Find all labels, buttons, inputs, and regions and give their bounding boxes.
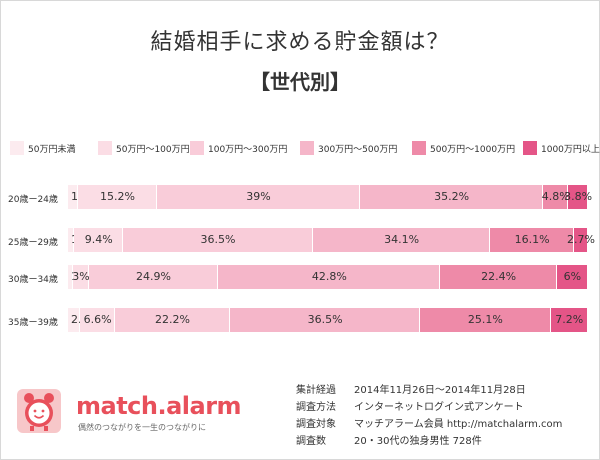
bar-segment xyxy=(68,265,74,289)
survey-info-row: 調査方法 インターネットログイン式アンケート xyxy=(296,397,596,414)
survey-info-value: インターネットログイン式アンケート xyxy=(354,402,524,413)
survey-info-key: 調査数 xyxy=(296,436,326,447)
legend-item: 1000万円以上 xyxy=(523,140,600,156)
data-label: 9.4% xyxy=(84,233,113,246)
bar-segment xyxy=(556,265,588,289)
brand-logo: match.alarm 偶然のつながりを一生のつながりに xyxy=(16,386,242,446)
alarm-clock-icon xyxy=(17,389,61,433)
data-label: 6% xyxy=(563,270,582,283)
bar-segment xyxy=(73,265,89,289)
legend-swatch xyxy=(300,141,314,155)
bar-segment xyxy=(114,308,231,332)
data-label: 36.5% xyxy=(307,313,343,326)
bar-segment xyxy=(74,228,124,252)
data-label: 15.2% xyxy=(99,190,135,203)
survey-info-key: 集計経過 xyxy=(296,385,336,396)
data-label: 22.2% xyxy=(155,313,190,326)
survey-info-row: 調査数 20・30代の独身男性 728件 xyxy=(296,431,596,448)
data-label: 25.1% xyxy=(467,313,503,326)
legend-item: 50万円〜100万円 xyxy=(98,140,190,156)
bar-segment xyxy=(568,185,588,209)
data-label: 3.8% xyxy=(564,190,593,203)
survey-info-key: 調査方法 xyxy=(296,402,336,413)
survey-info-row: 集計経過 2014年11月26日〜2014年11月28日 xyxy=(296,380,596,397)
bar-segment xyxy=(360,185,544,209)
legend-swatch xyxy=(98,141,112,155)
survey-info-value: マッチアラーム会員 http://matchalarm.com xyxy=(354,419,563,430)
data-label: 6.6% xyxy=(83,313,112,326)
survey-info-row: 調査対象 マッチアラーム会員 http://matchalarm.com xyxy=(296,414,596,431)
legend-label: 500万円〜1000万円 xyxy=(430,144,516,155)
category-label: 35歳ー39歳 xyxy=(8,318,58,328)
legend-label: 50万円〜100万円 xyxy=(116,144,190,155)
legend-item: 100万円〜300万円 xyxy=(190,140,287,156)
legend-label: 50万円未満 xyxy=(28,144,76,155)
bar-segment xyxy=(543,185,569,209)
category-label: 30歳ー34歳 xyxy=(8,275,58,285)
data-label: 42.8% xyxy=(311,270,347,283)
survey-info-key: 調査対象 xyxy=(296,419,336,430)
bar-segment xyxy=(218,265,441,289)
chart-subtitle: 【世代別】 xyxy=(250,70,350,94)
legend-label: 100万円〜300万円 xyxy=(208,144,288,155)
survey-info-value: 20・30代の独身男性 728件 xyxy=(354,436,482,447)
data-label: 7.2% xyxy=(555,313,584,326)
bar-segment xyxy=(440,265,557,289)
legend-label: 300万円〜500万円 xyxy=(318,144,398,155)
category-label: 25歳ー29歳 xyxy=(8,238,58,248)
bar-segment xyxy=(123,228,313,252)
bar-segment xyxy=(490,228,574,252)
logo-wordmark: match.alarm xyxy=(76,392,242,420)
data-label: 34.1% xyxy=(384,233,420,246)
data-label: 2.7% xyxy=(566,233,595,246)
category-label: 20歳ー24歳 xyxy=(8,195,58,205)
legend-item: 500万円〜1000万円 xyxy=(412,140,515,156)
survey-info-value: 2014年11月26日〜2014年11月28日 xyxy=(354,385,526,396)
bar-segment xyxy=(157,185,360,209)
logo-tagline: 偶然のつながりを一生のつながりに xyxy=(78,423,206,432)
legend-label: 1000万円以上 xyxy=(541,144,600,155)
data-label: 39% xyxy=(246,190,271,203)
data-label: 16.1% xyxy=(514,233,550,246)
legend-item: 50万円未満 xyxy=(10,140,75,156)
bar-segment xyxy=(68,308,81,332)
chart-title: 結婚相手に求める貯金額は？ xyxy=(150,30,450,55)
bar-segment xyxy=(573,228,588,252)
legend-swatch xyxy=(190,141,204,155)
data-label: 24.9% xyxy=(135,270,171,283)
legend-swatch xyxy=(523,141,537,155)
bar-segment xyxy=(550,308,588,332)
legend-swatch xyxy=(412,141,426,155)
bar-segment xyxy=(420,308,551,332)
legend-swatch xyxy=(10,141,24,155)
bar-segment xyxy=(68,228,75,252)
bar-segment xyxy=(312,228,491,252)
chart-legend: 50万円未満 50万円〜100万円 100万円〜300万円 300万円〜500万円 50… xyxy=(10,140,600,156)
bar-segment xyxy=(230,308,421,332)
data-label: 4.8% xyxy=(541,190,570,203)
data-label: 35.2% xyxy=(434,190,470,203)
bar-segment xyxy=(88,265,219,289)
legend-item: 300万円〜500万円 xyxy=(300,140,397,156)
bar-segment xyxy=(68,185,78,209)
bar-segment xyxy=(80,308,115,332)
data-label: 22.4% xyxy=(481,270,517,283)
data-label: 36.5% xyxy=(200,233,236,246)
survey-info: 集計経過 2014年11月26日〜2014年11月28日調査方法 インターネットログ… xyxy=(296,380,596,448)
data-label: 3% xyxy=(72,270,90,283)
bar-segment xyxy=(77,185,157,209)
